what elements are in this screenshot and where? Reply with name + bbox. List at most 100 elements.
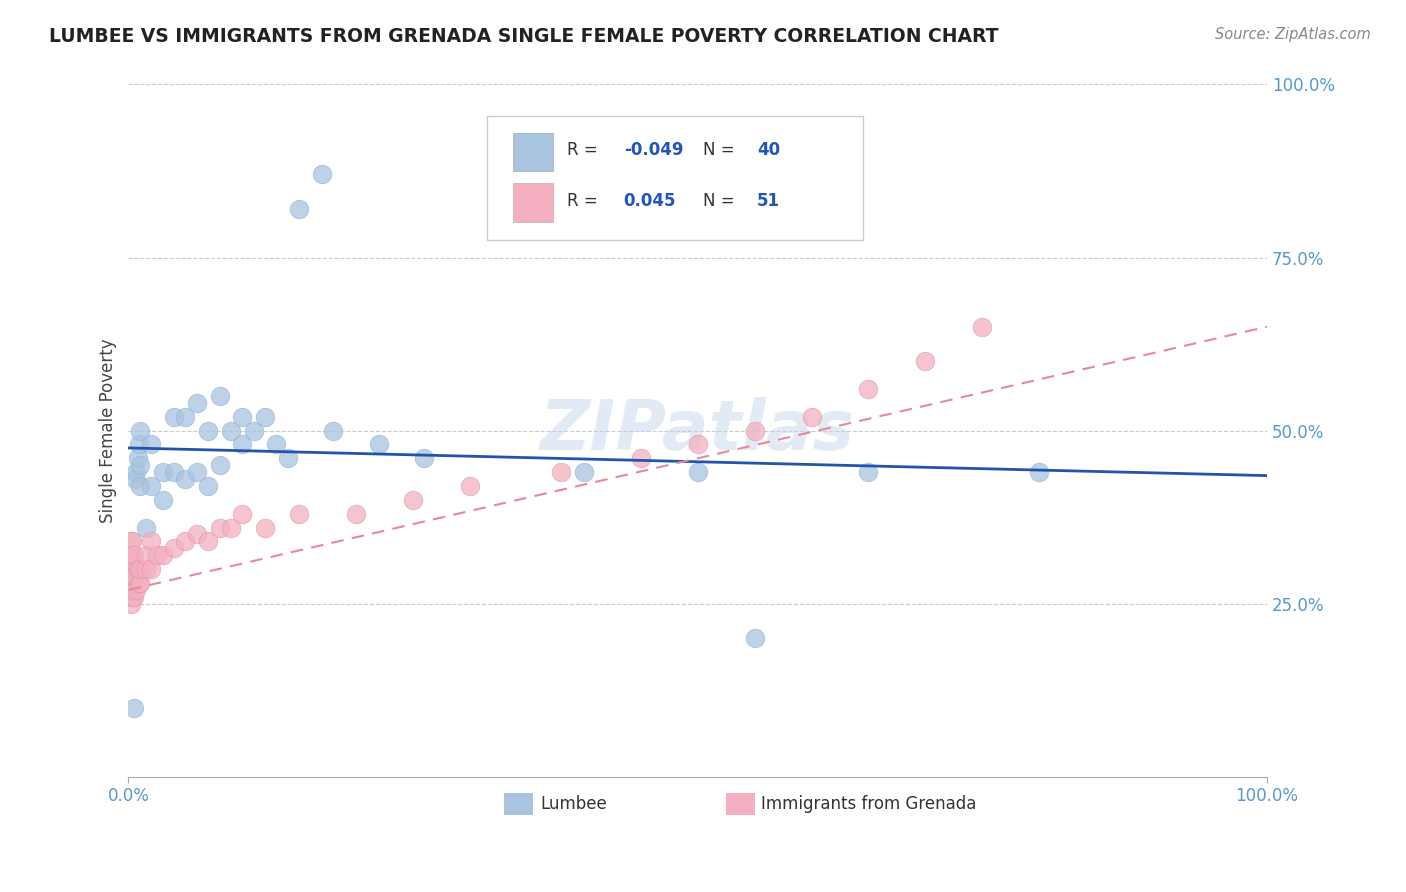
Point bbox=[122, 582, 145, 597]
Point bbox=[219, 520, 242, 534]
Point bbox=[120, 569, 142, 583]
Point bbox=[322, 424, 344, 438]
Point bbox=[146, 548, 169, 562]
Point bbox=[231, 507, 253, 521]
Point bbox=[121, 590, 143, 604]
Point bbox=[208, 458, 231, 473]
Point bbox=[128, 576, 150, 591]
Point bbox=[686, 465, 709, 479]
Point bbox=[128, 424, 150, 438]
Point bbox=[128, 437, 150, 451]
Point bbox=[135, 548, 157, 562]
Point bbox=[288, 202, 311, 216]
Point bbox=[186, 527, 208, 541]
Point bbox=[1028, 465, 1050, 479]
Point bbox=[254, 520, 277, 534]
Point bbox=[122, 562, 145, 576]
Point bbox=[174, 534, 197, 549]
Point bbox=[152, 548, 174, 562]
Point bbox=[219, 424, 242, 438]
Point bbox=[120, 576, 142, 591]
Text: 51: 51 bbox=[756, 192, 780, 210]
FancyBboxPatch shape bbox=[725, 793, 755, 815]
Text: N =: N = bbox=[703, 192, 735, 210]
Point bbox=[744, 424, 766, 438]
Point bbox=[121, 562, 143, 576]
Point bbox=[122, 590, 145, 604]
Point bbox=[550, 465, 572, 479]
Text: Source: ZipAtlas.com: Source: ZipAtlas.com bbox=[1215, 27, 1371, 42]
Point bbox=[231, 437, 253, 451]
Point bbox=[122, 700, 145, 714]
Point bbox=[128, 479, 150, 493]
Point bbox=[208, 520, 231, 534]
Text: LUMBEE VS IMMIGRANTS FROM GRENADA SINGLE FEMALE POVERTY CORRELATION CHART: LUMBEE VS IMMIGRANTS FROM GRENADA SINGLE… bbox=[49, 27, 998, 45]
Point bbox=[800, 409, 823, 424]
FancyBboxPatch shape bbox=[505, 793, 533, 815]
Point bbox=[121, 576, 143, 591]
Text: ZIPatlas: ZIPatlas bbox=[540, 397, 855, 464]
Point bbox=[125, 465, 148, 479]
Point bbox=[858, 465, 880, 479]
Point bbox=[152, 492, 174, 507]
Point bbox=[122, 569, 145, 583]
Point bbox=[127, 451, 149, 466]
Text: Immigrants from Grenada: Immigrants from Grenada bbox=[762, 795, 977, 813]
FancyBboxPatch shape bbox=[513, 184, 553, 221]
Point bbox=[121, 534, 143, 549]
Point bbox=[972, 319, 994, 334]
Point bbox=[914, 354, 936, 368]
Point bbox=[858, 382, 880, 396]
Point bbox=[174, 409, 197, 424]
FancyBboxPatch shape bbox=[486, 116, 863, 240]
Text: Lumbee: Lumbee bbox=[540, 795, 607, 813]
Point bbox=[135, 562, 157, 576]
Point bbox=[122, 576, 145, 591]
Point bbox=[208, 389, 231, 403]
Point bbox=[277, 451, 299, 466]
Point bbox=[125, 582, 148, 597]
Point bbox=[174, 472, 197, 486]
Point bbox=[197, 479, 219, 493]
Text: R =: R = bbox=[567, 192, 598, 210]
Point bbox=[163, 465, 186, 479]
Point bbox=[242, 424, 264, 438]
Point bbox=[288, 507, 311, 521]
Point bbox=[135, 520, 157, 534]
Point bbox=[402, 492, 425, 507]
Point bbox=[141, 479, 163, 493]
Point bbox=[121, 548, 143, 562]
Point bbox=[120, 597, 142, 611]
Point bbox=[572, 465, 595, 479]
Point bbox=[197, 424, 219, 438]
Point bbox=[368, 437, 391, 451]
Point bbox=[120, 562, 142, 576]
Point bbox=[630, 451, 652, 466]
Point bbox=[141, 437, 163, 451]
Point bbox=[141, 562, 163, 576]
Text: N =: N = bbox=[703, 141, 735, 159]
Point bbox=[128, 562, 150, 576]
Point bbox=[744, 632, 766, 646]
Point bbox=[344, 507, 367, 521]
Point bbox=[266, 437, 288, 451]
Text: 40: 40 bbox=[756, 141, 780, 159]
Point bbox=[122, 548, 145, 562]
Point bbox=[186, 465, 208, 479]
Point bbox=[413, 451, 436, 466]
Text: 0.045: 0.045 bbox=[624, 192, 676, 210]
Point bbox=[152, 465, 174, 479]
Point bbox=[254, 409, 277, 424]
Point bbox=[124, 569, 146, 583]
Point bbox=[197, 534, 219, 549]
Point bbox=[120, 582, 142, 597]
Point bbox=[686, 437, 709, 451]
Point bbox=[311, 168, 333, 182]
Point bbox=[120, 534, 142, 549]
Point bbox=[120, 548, 142, 562]
Point bbox=[231, 409, 253, 424]
Point bbox=[128, 458, 150, 473]
Point bbox=[128, 576, 150, 591]
Text: R =: R = bbox=[567, 141, 598, 159]
Point bbox=[141, 534, 163, 549]
